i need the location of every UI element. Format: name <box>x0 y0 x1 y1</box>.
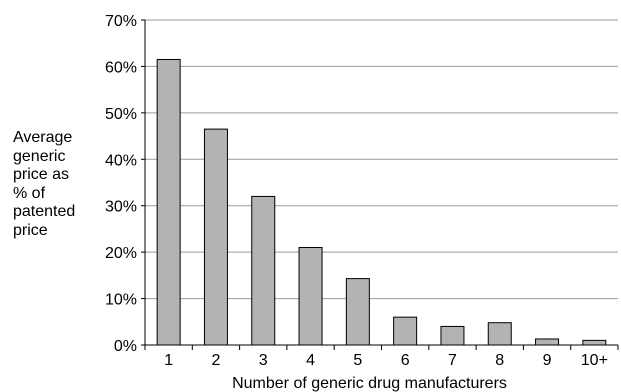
y-tick-label: 70% <box>105 13 137 30</box>
bar-1 <box>156 58 181 346</box>
x-tick-label: 4 <box>306 352 315 369</box>
y-tick-label: 0% <box>114 338 137 355</box>
bar-9 <box>535 338 560 346</box>
tick-labels: 0% 10% 20% 30% 40% 50% 60% 70% 1 2 3 4 5 6 7 8 9 10+ Numbe… <box>105 13 608 392</box>
y-axis-label-line: price <box>13 221 48 239</box>
x-tick-label: 9 <box>543 352 552 369</box>
bar-6 <box>393 316 418 346</box>
y-tick-label: 40% <box>105 152 137 169</box>
x-tick-label: 6 <box>401 352 410 369</box>
y-axis-label-line: patented <box>13 203 76 220</box>
bars <box>156 58 607 346</box>
y-tick-label: 60% <box>105 59 137 76</box>
bar-3 <box>251 195 276 346</box>
x-tick-label: 10+ <box>581 352 608 369</box>
x-tick-label: 1 <box>164 352 173 369</box>
bar-5 <box>345 278 370 346</box>
x-tick-label: 3 <box>259 352 268 369</box>
bar-10+ <box>582 339 607 346</box>
y-tick-label: 30% <box>105 199 137 216</box>
y-axis-label: Average generic price as % of patented p… <box>13 129 108 240</box>
x-tick-label: 5 <box>353 352 362 369</box>
y-tick-label: 50% <box>105 106 137 123</box>
bar-2 <box>203 128 228 346</box>
axes <box>141 19 619 350</box>
y-tick-label: 20% <box>105 245 137 262</box>
x-axis-label: Number of generic drug manufacturers <box>232 375 507 392</box>
bar-8 <box>487 322 512 346</box>
x-tick-label: 2 <box>211 352 220 369</box>
y-axis-label-line: % of <box>13 184 46 202</box>
bar-7 <box>440 325 465 346</box>
y-axis-label-line: Average <box>13 129 73 146</box>
y-tick-label: 10% <box>105 292 137 309</box>
x-tick-label: 7 <box>448 352 457 369</box>
bar-4 <box>298 247 323 346</box>
x-tick-label: 8 <box>495 352 504 369</box>
y-axis-label-line: generic <box>13 147 66 165</box>
y-axis-label-line: price as <box>13 166 70 183</box>
